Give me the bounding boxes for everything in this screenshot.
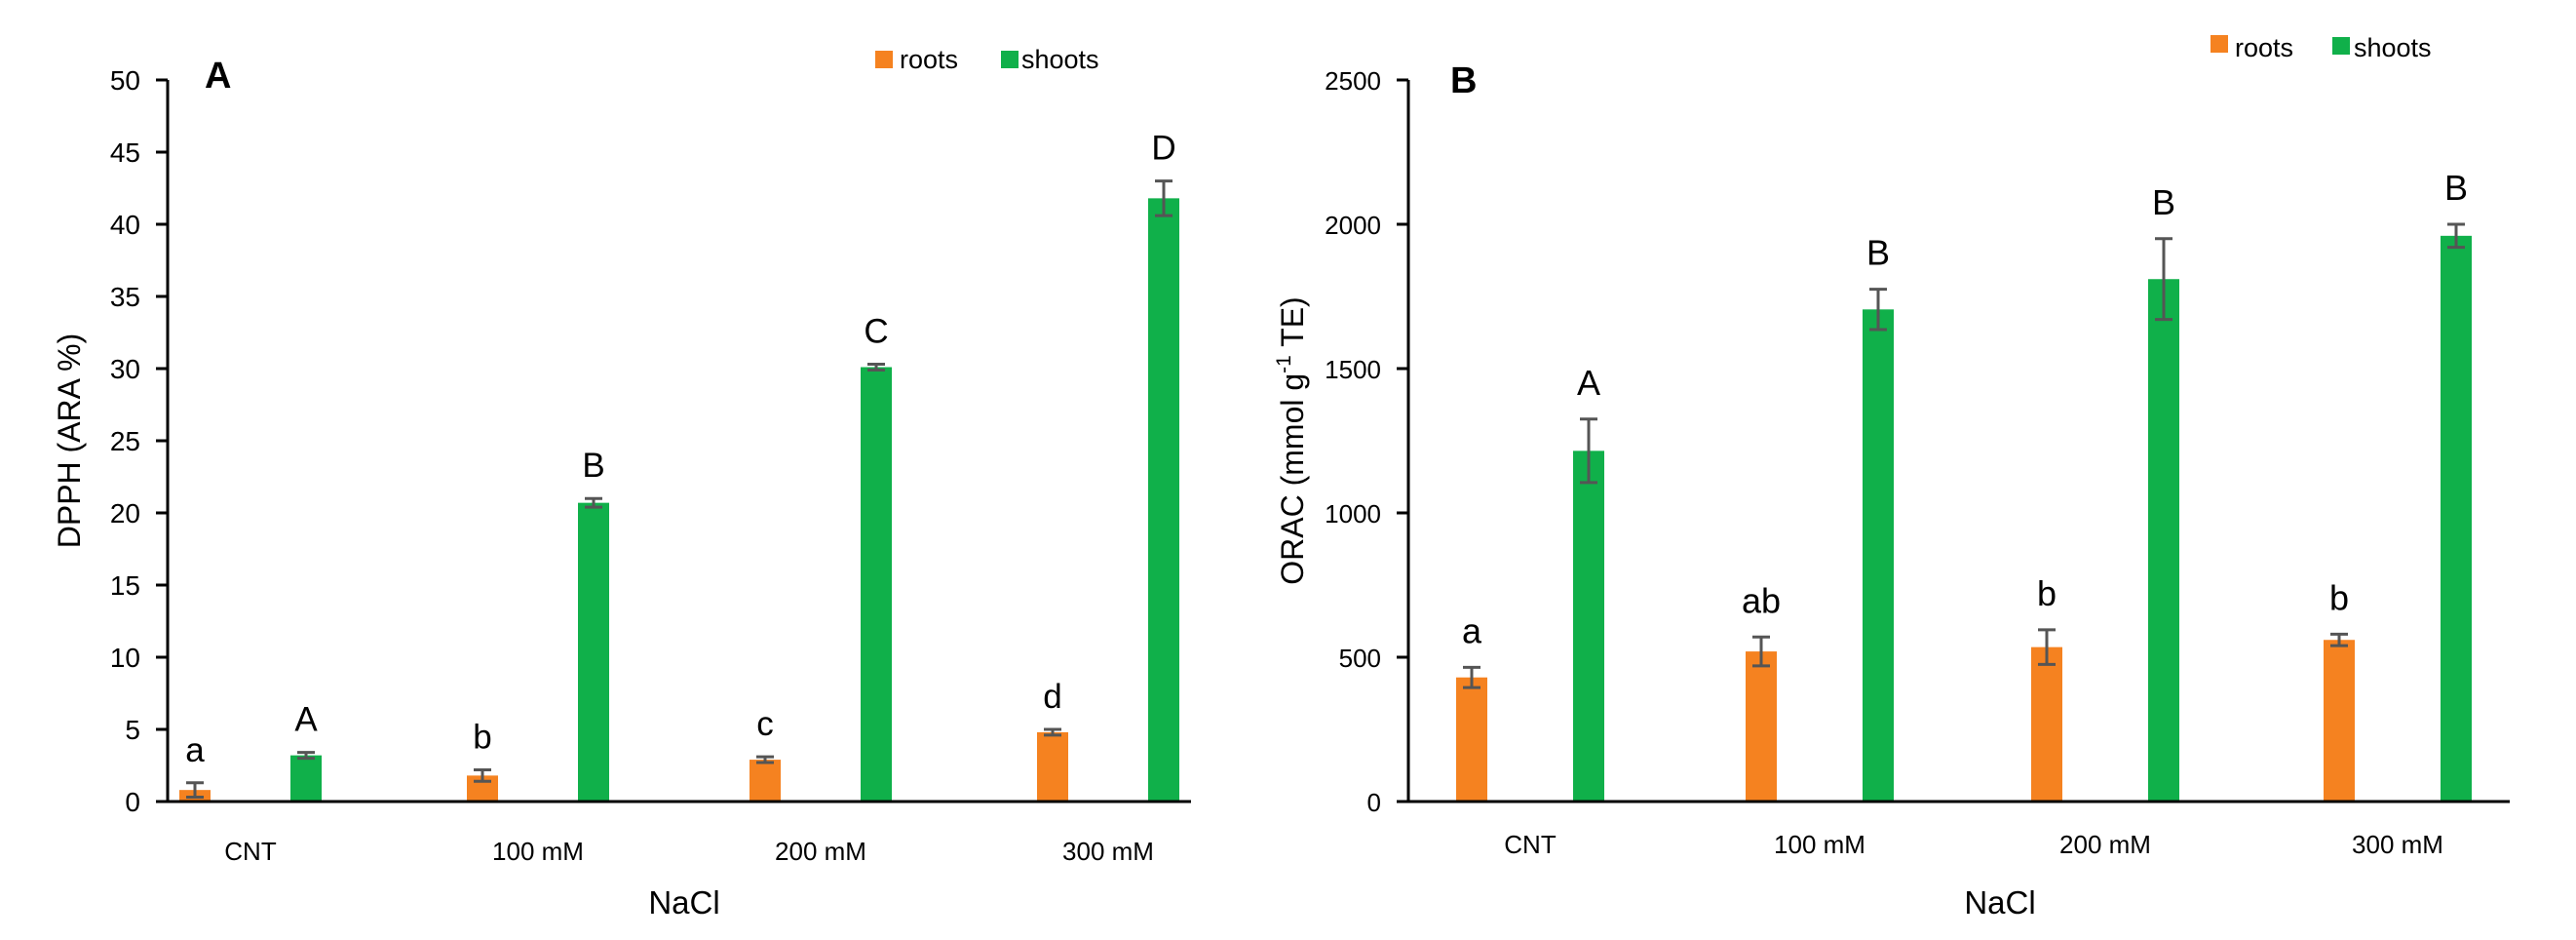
panel-b-y-axis-title: ORAC (mmol g-1 TE) [1273, 296, 1310, 584]
panel-a-y-tick-label: 25 [110, 426, 140, 456]
panel-b-significance-letter-roots-1: ab [1742, 580, 1781, 620]
panel-b-significance-letter-shoots-0: A [1577, 363, 1600, 403]
panel-a-significance-letter-roots-0: a [185, 731, 205, 769]
panel-a-y-tick-label: 5 [125, 715, 140, 745]
panel-b-bar-roots-2 [2031, 646, 2062, 802]
panel-b-legend-shoots-swatch [2332, 37, 2350, 55]
panel-b-significance-letter-shoots-2: B [2152, 182, 2175, 222]
panel-a-category-label: 100 mM [492, 837, 584, 866]
panel-a-category-label: 300 mM [1062, 837, 1154, 866]
panel-a-chart: A DPPH (ARA %) NaCl roots shoots 0 5 10 15 2… [52, 45, 1191, 920]
panel-b-error-bar-shoots-3 [2447, 222, 2465, 250]
panel-b-y-tick-label: 2500 [1325, 66, 1381, 96]
panel-b-category-label: 200 mM [2059, 830, 2151, 859]
panel-b-bar-shoots-1 [1863, 309, 1894, 802]
panel-a-category-label: CNT [224, 837, 277, 866]
panel-a-bar-shoots-1 [578, 502, 609, 802]
panel-a-bar-shoots-0 [290, 755, 322, 802]
panel-b-error-bar-shoots-1 [1869, 288, 1887, 332]
panel-b-bar-shoots-0 [1573, 450, 1604, 802]
panel-a-error-bar-shoots-2 [867, 363, 885, 372]
panel-b-significance-letter-roots-0: a [1462, 610, 1482, 650]
panel-b-error-bar-shoots-2 [2155, 237, 2172, 322]
panel-a-error-bar-roots-3 [1044, 727, 1061, 737]
panel-b-bar-roots-1 [1746, 651, 1777, 802]
panel-a-significance-letter-roots-1: b [473, 718, 491, 756]
panel-a-bar-roots-3 [1037, 731, 1068, 802]
panel-a-significance-letter-shoots-2: C [864, 313, 888, 351]
panel-a-significance-letter-shoots-0: A [294, 701, 318, 739]
panel-a-bar-roots-2 [750, 760, 781, 802]
panel-b-significance-letter-shoots-1: B [1866, 233, 1890, 273]
panel-b-y-axis-title-suffix: TE) [1275, 296, 1310, 355]
panel-a-y-tick-label: 10 [110, 643, 140, 673]
panel-a-significance-letter-roots-3: d [1043, 678, 1061, 716]
panel-a-y-tick-label: 15 [110, 570, 140, 601]
panel-b-significance-letter-shoots-3: B [2444, 168, 2468, 208]
panel-a-y-tick-label: 0 [125, 787, 140, 817]
panel-a-y-tick-label: 30 [110, 354, 140, 384]
panel-b-legend: roots shoots [2211, 33, 2432, 62]
panel-a-significance-letter-roots-2: c [756, 705, 774, 743]
panel-b-x-axis-title: NaCl [1964, 884, 2035, 920]
panel-a-error-bar-shoots-3 [1155, 179, 1173, 217]
panel-a-y-axis-title: DPPH (ARA %) [52, 333, 87, 548]
panel-b-y-tick-label: 0 [1367, 788, 1381, 817]
panel-b-legend-roots-label: roots [2235, 33, 2293, 62]
panel-a-legend-roots-swatch [875, 51, 893, 68]
panel-b-y-tick-label: 1000 [1325, 499, 1381, 529]
panel-b-error-bar-roots-2 [2038, 628, 2056, 666]
panel-b-error-bar-roots-0 [1463, 665, 1480, 689]
panel-b-bar-roots-0 [1456, 677, 1487, 802]
panel-b-y-tick-label: 2000 [1325, 211, 1381, 240]
panel-a-legend-shoots-label: shoots [1021, 45, 1099, 74]
panel-b-bar-roots-3 [2324, 640, 2355, 802]
panel-a-y-tick-label: 40 [110, 210, 140, 240]
panel-a-significance-letter-shoots-3: D [1151, 130, 1175, 168]
panel-b-category-label: CNT [1504, 830, 1557, 859]
panel-b-chart: B ORAC (mmol g-1 TE) NaCl roots shoots 0… [1273, 33, 2510, 920]
panel-b-bar-shoots-2 [2148, 279, 2179, 802]
panel-a-error-bar-roots-2 [756, 755, 774, 764]
panel-a-error-bar-roots-1 [474, 767, 491, 783]
panel-a-y-tick-label: 50 [110, 65, 140, 96]
panel-b-y-axis-title-main: ORAC (mmol g [1275, 373, 1310, 585]
panel-b-legend-shoots-label: shoots [2354, 33, 2432, 62]
panel-b-y-tick-label: 500 [1339, 644, 1381, 673]
panel-a-legend-shoots-swatch [1001, 51, 1019, 68]
panel-a-bar-shoots-3 [1148, 198, 1179, 803]
panel-b-y-tick-label: 1500 [1325, 355, 1381, 384]
panel-a-legend-roots-label: roots [900, 45, 958, 74]
panel-b-error-bar-roots-3 [2330, 632, 2348, 647]
panel-b-bar-shoots-3 [2441, 235, 2472, 803]
panel-b-category-label: 300 mM [2352, 830, 2443, 859]
panel-b-y-axis-title-superscript: -1 [1273, 355, 1295, 373]
panel-a-y-tick-label: 20 [110, 498, 140, 529]
panel-a-error-bar-shoots-0 [297, 751, 315, 761]
panel-a-error-bar-shoots-1 [585, 496, 602, 509]
panel-b-significance-letter-roots-2: b [2037, 573, 2057, 613]
panel-a-y-tick-label: 35 [110, 282, 140, 312]
panel-b-error-bar-shoots-0 [1580, 417, 1597, 485]
panel-a-category-label: 200 mM [775, 837, 866, 866]
panel-a-significance-letter-shoots-1: B [582, 447, 604, 485]
panel-a-legend: roots shoots [875, 45, 1099, 74]
panel-b-category-label: 100 mM [1774, 830, 1865, 859]
panel-b-legend-roots-swatch [2211, 35, 2228, 53]
panel-b-error-bar-roots-1 [1752, 635, 1770, 668]
panel-a-label: A [205, 56, 231, 97]
panel-b-significance-letter-roots-3: b [2329, 577, 2349, 617]
panel-a-y-tick-label: 45 [110, 137, 140, 168]
panel-a-error-bar-roots-0 [186, 781, 204, 800]
panel-b-label: B [1450, 60, 1477, 101]
panel-a-x-axis-title: NaCl [648, 884, 719, 920]
panel-a-bar-shoots-2 [861, 367, 892, 802]
